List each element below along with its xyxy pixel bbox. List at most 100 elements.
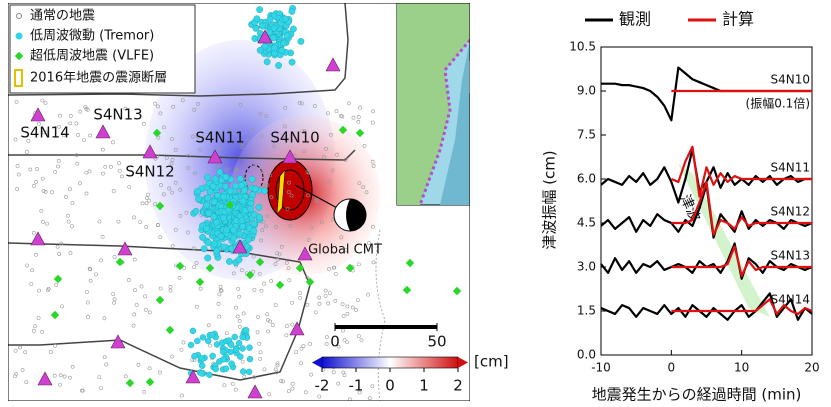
tremor [247, 345, 253, 351]
y-tick-label: 0.0 [577, 348, 596, 362]
tremor [236, 340, 242, 346]
tremor [212, 176, 218, 182]
tremor [298, 38, 304, 44]
map-legend: 通常の地震 低周波微動 (Tremor) 超低周波地震 (VLFE) 2016年… [10, 5, 195, 93]
colorbar-label: 0 [385, 377, 395, 395]
tremor [247, 356, 253, 362]
tremor [247, 206, 253, 212]
tremor [213, 219, 219, 225]
tremor [200, 334, 206, 340]
figure: Global CMT 通常の地震 低周波微動 (Tremor) 超低周波地震 (… [0, 0, 831, 407]
tremor [264, 59, 270, 65]
y-tick-label: 6.0 [577, 172, 596, 186]
annotation: (振幅0.1倍) [746, 96, 810, 111]
colorbar-body [322, 357, 458, 368]
tremor [257, 47, 263, 53]
colorbar-label: -1 [349, 377, 364, 395]
page: { "map": { "legend": ["通常の地震", "低周波微動 (T… [0, 0, 831, 407]
tremor [281, 40, 287, 46]
tremor [239, 218, 245, 224]
tremor [205, 239, 211, 245]
station-label: S4N11 [195, 129, 244, 147]
x-tick-label: 20 [804, 361, 819, 375]
x-tick-label: 10 [734, 361, 749, 375]
y-tick-label: 1.5 [577, 304, 596, 318]
tremor [279, 47, 285, 53]
tremor [252, 186, 258, 192]
station-label: S4N14 [771, 293, 811, 307]
legend-label: 計算 [722, 10, 754, 29]
tremor [224, 227, 230, 233]
y-tick-label: 3.0 [577, 260, 596, 274]
chart: 津波0.01.53.04.56.07.59.010.5-1001020地震発生か… [541, 10, 820, 404]
tremor [232, 334, 238, 340]
tremor [237, 231, 243, 237]
tremor [206, 210, 212, 216]
tremor [270, 35, 276, 41]
tremor [275, 62, 281, 68]
legend-symbol [16, 33, 23, 40]
legend-label: 通常の地震 [30, 9, 95, 24]
tremor [195, 196, 201, 202]
station-label: S4N12 [125, 163, 174, 181]
colorbar-unit: [cm] [474, 353, 509, 371]
tremor [229, 361, 235, 367]
tremor [213, 366, 219, 372]
contour [268, 160, 312, 220]
y-tick-label: 10.5 [569, 40, 596, 54]
tremor [240, 345, 246, 351]
tremor [191, 353, 197, 359]
tremor [282, 16, 288, 22]
legend-label: 2016年地震の震源断層 [30, 71, 167, 86]
tremor [228, 342, 234, 348]
tremor [217, 169, 223, 175]
tremor [230, 227, 236, 233]
tremor [232, 183, 238, 189]
tremor [226, 258, 232, 264]
station-label: S4N13 [93, 106, 142, 124]
x-tick-label: 0 [668, 361, 676, 375]
station-label: S4N13 [771, 249, 811, 263]
tremor [211, 241, 217, 247]
tremor [240, 369, 246, 375]
tremor [214, 341, 220, 347]
tremor [218, 233, 224, 239]
tremor [243, 327, 249, 333]
tremor [210, 353, 216, 359]
tremor [245, 236, 251, 242]
station-label: S4N10 [771, 73, 811, 87]
tremor [209, 332, 215, 338]
tremor [206, 372, 212, 378]
tremor [199, 234, 205, 240]
station-label: S4N12 [771, 205, 811, 219]
tremor [254, 16, 260, 22]
tremor [236, 257, 242, 263]
legend-label: 超低周波地震 (VLFE) [30, 49, 154, 64]
x-tick-label: -10 [591, 361, 611, 375]
tremor [199, 356, 205, 362]
legend-label: 低周波微動 (Tremor) [30, 29, 154, 44]
tremor [205, 255, 211, 261]
tremor [256, 204, 262, 210]
cmt-label: Global CMT [308, 243, 382, 258]
tremor [253, 25, 259, 31]
tremor [204, 174, 210, 180]
tremor [201, 246, 207, 252]
y-tick-label: 4.5 [577, 216, 596, 230]
tremor [199, 370, 205, 376]
y-tick-label: 9.0 [577, 84, 596, 98]
y-axis-label: 津波振幅 (cm) [541, 150, 559, 249]
colorbar-label: 2 [453, 377, 463, 395]
scale-bar-body [335, 325, 437, 329]
tremor [271, 45, 277, 51]
tremor [190, 328, 196, 334]
tremor [205, 338, 211, 344]
tremor [249, 176, 255, 182]
tremor [233, 347, 239, 353]
tremor [239, 224, 245, 230]
tremor [223, 366, 229, 372]
tremor [223, 174, 229, 180]
inset-map [397, 3, 540, 205]
tremor [237, 354, 243, 360]
tremor [256, 214, 262, 220]
